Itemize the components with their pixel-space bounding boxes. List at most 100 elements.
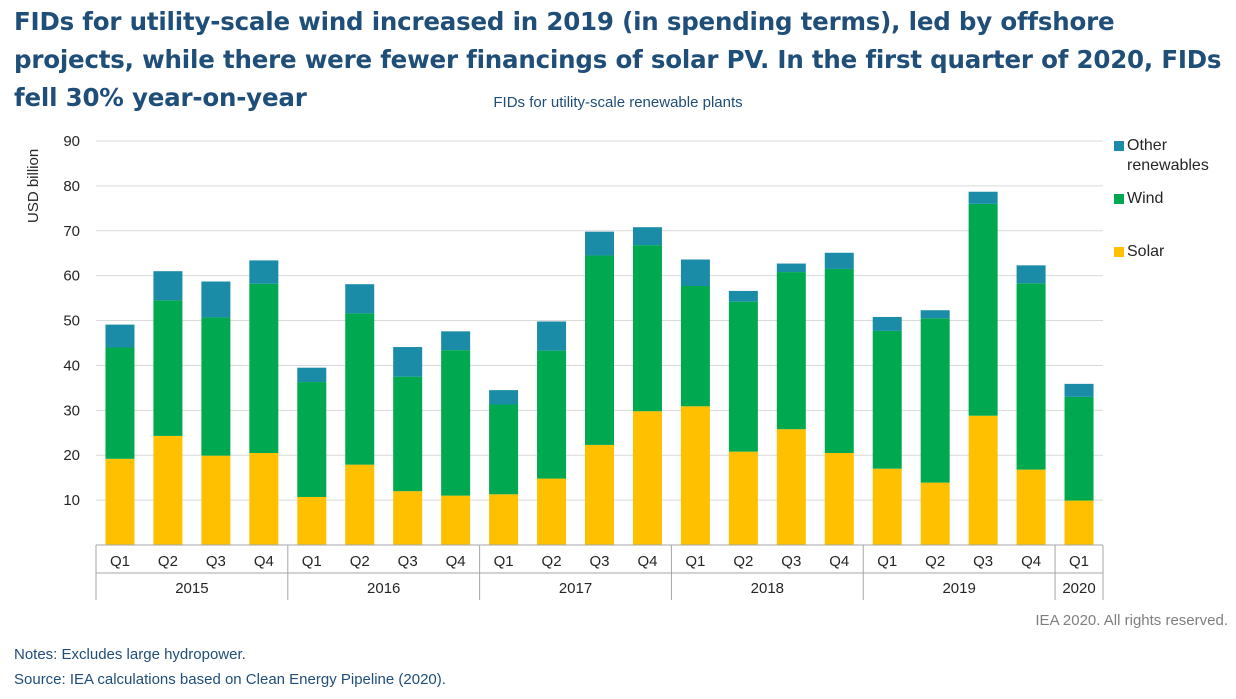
bar-solar [920,482,950,545]
bar-other [393,347,423,377]
bar-solar [776,429,806,545]
bar-solar [1064,500,1094,545]
group-label: 2017 [559,580,592,597]
bar-wind [249,283,279,453]
y-tick-label: 40 [63,357,80,374]
bar-solar [249,452,279,545]
x-tick-label: Q3 [206,553,226,570]
bar-solar [1016,469,1046,545]
bar-other [968,191,998,204]
bar-solar [345,464,375,545]
x-tick-label: Q1 [877,553,897,570]
bar-wind [105,347,135,459]
bar-solar [680,406,710,545]
bar-other [585,231,614,256]
x-tick-label: Q4 [254,553,274,570]
bar-wind [537,350,567,479]
bar-solar [201,455,231,545]
x-tick-label: Q1 [110,553,130,570]
bar-solar [105,458,135,545]
legend-label-wind: Wind [1127,190,1164,207]
bar-other [105,324,135,348]
group-label: 2020 [1062,580,1095,597]
x-tick-label: Q4 [637,553,657,570]
bar-solar [824,452,854,545]
x-tick-label: Q1 [1069,553,1089,570]
bar-wind [1016,283,1046,470]
legend-swatch-solar [1114,247,1124,257]
group-label: 2016 [367,580,400,597]
bar-other [680,259,710,286]
y-tick-label: 80 [63,178,80,195]
legend-label-solar: Solar [1127,243,1165,260]
bar-solar [968,415,998,545]
y-tick-label: 70 [63,223,80,240]
credit-text: IEA 2020. All rights reserved. [1035,612,1228,629]
bar-wind [776,272,806,430]
bar-other [920,310,950,319]
x-tick-label: Q3 [973,553,993,570]
bar-wind [728,301,758,452]
bar-wind [920,318,950,483]
bar-solar [441,495,471,545]
bar-wind [632,245,662,412]
bar-wind [680,285,710,407]
bar-solar [393,491,423,545]
y-tick-label: 60 [63,268,80,285]
y-tick-label: 10 [63,492,80,509]
bar-solar [585,444,614,545]
y-tick-label: 50 [63,313,80,330]
bar-other [824,252,854,269]
bar-other [872,316,902,331]
notes-text: Notes: Excludes large hydropower. [14,646,246,663]
bar-other [1016,265,1046,284]
bar-other [1064,383,1094,397]
bar-solar [872,468,902,545]
legend-swatch-wind [1114,194,1124,204]
bar-solar [489,494,519,545]
bar-wind [824,268,854,453]
group-label: 2019 [942,580,975,597]
x-tick-label: Q3 [781,553,801,570]
bar-wind [441,350,471,496]
x-tick-label: Q3 [398,553,418,570]
bar-other [728,290,758,302]
bar-wind [393,376,423,492]
x-tick-label: Q3 [589,553,609,570]
headline: FIDs for utility-scale wind increased in… [14,7,1222,112]
x-tick-label: Q2 [733,553,753,570]
bar-other [201,281,231,318]
group-label: 2015 [175,580,208,597]
bar-other [441,331,471,351]
bar-wind [1064,396,1094,501]
x-tick-label: Q1 [494,553,514,570]
x-tick-label: Q2 [158,553,178,570]
bar-other [537,321,567,351]
bar-wind [297,382,327,497]
bar-other [632,227,662,246]
legend-swatch-other [1114,141,1124,151]
x-tick-label: Q2 [542,553,562,570]
bar-wind [968,203,998,416]
bar-solar [537,478,567,545]
bar-other [249,260,279,284]
bar-solar [297,496,327,545]
x-tick-label: Q1 [302,553,322,570]
bar-wind [872,330,902,469]
bar-wind [489,404,519,495]
x-tick-label: Q4 [829,553,849,570]
x-tick-label: Q2 [350,553,370,570]
y-tick-label: 30 [63,402,80,419]
x-tick-label: Q4 [1021,553,1041,570]
bar-wind [585,255,614,445]
y-axis-label: USD billion [25,149,42,223]
bar-other [297,367,327,383]
y-tick-label: 20 [63,447,80,464]
group-label: 2018 [751,580,784,597]
bar-wind [153,300,183,436]
x-tick-label: Q2 [925,553,945,570]
bar-solar [728,451,758,545]
bar-wind [345,313,375,465]
chart-title: FIDs for utility-scale renewable plants [493,94,743,111]
